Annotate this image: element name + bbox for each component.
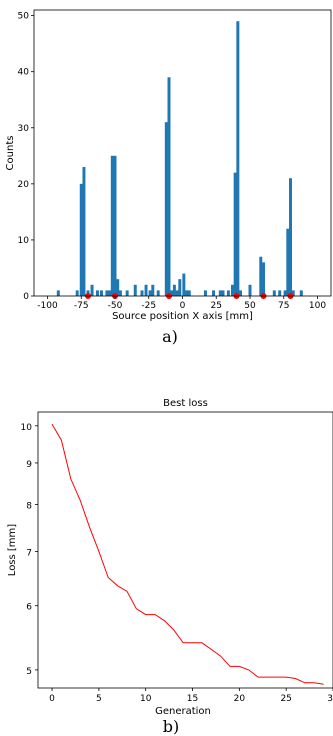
histogram-bar bbox=[79, 183, 83, 296]
x-tick-label: -100 bbox=[37, 301, 58, 311]
histogram-bar bbox=[185, 290, 189, 296]
histogram-bar bbox=[170, 290, 174, 296]
y-tick-label: 10 bbox=[18, 236, 30, 246]
x-axis-ticks: -100 -75 -50 -25 0 25 50 75 100 bbox=[37, 296, 326, 311]
y-tick-label: 9 bbox=[26, 460, 32, 470]
histogram-bar bbox=[203, 290, 207, 296]
histogram-bar bbox=[151, 284, 155, 296]
histogram-bar bbox=[105, 290, 109, 296]
y-axis-ticks: 5 6 7 8 9 10 bbox=[21, 423, 38, 677]
x-axis-label: Source position X axis [mm] bbox=[112, 311, 253, 322]
histogram-bar bbox=[187, 290, 191, 296]
histogram-bars bbox=[56, 21, 303, 296]
caption-b: b) bbox=[163, 717, 179, 736]
y-tick-label: 30 bbox=[18, 124, 30, 134]
plot-frame-b bbox=[37, 411, 333, 689]
histogram-bar bbox=[116, 279, 120, 296]
x-tick-label: 0 bbox=[49, 694, 55, 704]
histogram-bar bbox=[236, 21, 240, 296]
y-tick-label: 6 bbox=[26, 603, 32, 613]
histogram-bar bbox=[95, 290, 99, 296]
x-tick-label: 25 bbox=[211, 301, 222, 311]
histogram-chart: -100 -75 -50 -25 0 25 50 75 100 0 10 20 30 40 50 Sour… bbox=[5, 9, 332, 346]
y-tick-label: 5 bbox=[26, 667, 32, 677]
y-axis-label: Counts bbox=[5, 136, 16, 171]
x-tick-label: -25 bbox=[141, 301, 156, 311]
histogram-bar bbox=[218, 290, 222, 296]
y-tick-label: 40 bbox=[18, 68, 30, 78]
histogram-bar bbox=[125, 290, 129, 296]
x-tick-label: 15 bbox=[187, 694, 198, 704]
histogram-bar bbox=[75, 290, 79, 296]
histogram-bar bbox=[110, 155, 114, 296]
histogram-bar bbox=[239, 290, 243, 296]
y-tick-label: 50 bbox=[18, 12, 30, 22]
x-tick-label: -50 bbox=[108, 301, 123, 311]
histogram-bar bbox=[56, 290, 60, 296]
x-tick-label: -75 bbox=[74, 301, 89, 311]
x-tick-label: 5 bbox=[96, 694, 102, 704]
histogram-bar bbox=[140, 290, 144, 296]
histogram-bar bbox=[233, 172, 237, 296]
x-tick-label: 25 bbox=[280, 694, 291, 704]
histogram-bar bbox=[262, 262, 265, 296]
histogram-bar bbox=[172, 284, 176, 296]
histogram-bar bbox=[283, 290, 287, 296]
y-axis-label: Loss [mm] bbox=[7, 524, 18, 576]
x-tick-label: 30 bbox=[327, 694, 333, 704]
y-tick-label: 8 bbox=[26, 501, 32, 511]
histogram-bar bbox=[133, 284, 137, 296]
x-tick-label: 75 bbox=[278, 301, 289, 311]
histogram-bar bbox=[182, 273, 186, 296]
y-axis-ticks: 0 10 20 30 40 50 bbox=[18, 12, 34, 302]
histogram-bar bbox=[113, 155, 117, 296]
histogram-bar bbox=[178, 279, 182, 296]
chart-title: Best loss bbox=[163, 398, 208, 409]
plot-frame-a bbox=[33, 9, 332, 297]
histogram-bar bbox=[291, 290, 295, 296]
x-tick-label: 10 bbox=[140, 694, 152, 704]
loss-series-line bbox=[51, 423, 324, 685]
histogram-bar bbox=[230, 284, 234, 296]
y-tick-label: 20 bbox=[18, 180, 30, 190]
x-axis-label: Generation bbox=[155, 706, 211, 717]
histogram-bar bbox=[108, 290, 112, 296]
histogram-bar bbox=[289, 178, 292, 296]
x-tick-label: 100 bbox=[309, 301, 326, 311]
histogram-bar bbox=[226, 290, 230, 296]
histogram-bar bbox=[90, 284, 94, 296]
histogram-bar bbox=[82, 167, 86, 296]
y-tick-label: 7 bbox=[26, 548, 32, 558]
histogram-bar bbox=[144, 284, 148, 296]
histogram-bar bbox=[248, 284, 252, 296]
histogram-bar bbox=[259, 256, 263, 296]
y-tick-label: 0 bbox=[23, 292, 29, 302]
histogram-bar bbox=[286, 228, 290, 296]
histogram-bar bbox=[164, 122, 168, 296]
x-tick-label: 20 bbox=[234, 694, 246, 704]
caption-a: a) bbox=[162, 327, 178, 346]
y-tick-label: 10 bbox=[21, 423, 33, 433]
histogram-bar bbox=[156, 290, 160, 296]
histogram-bar bbox=[100, 290, 103, 296]
histogram-bar bbox=[175, 290, 179, 296]
x-tick-label: 50 bbox=[244, 301, 256, 311]
histogram-bar bbox=[118, 290, 122, 296]
histogram-bar bbox=[148, 290, 152, 296]
histogram-bar bbox=[212, 290, 216, 296]
x-tick-label: 0 bbox=[180, 301, 186, 311]
histogram-bar bbox=[278, 290, 282, 296]
histogram-bar bbox=[167, 77, 171, 296]
x-axis-ticks: 0 5 10 15 20 25 30 bbox=[49, 688, 333, 704]
histogram-bar bbox=[272, 290, 276, 296]
loss-line-chart: Best loss 0 5 10 15 20 25 30 5 6 7 8 9 10 Generatio… bbox=[7, 398, 333, 736]
histogram-bar bbox=[221, 290, 225, 296]
histogram-bar bbox=[299, 290, 303, 296]
